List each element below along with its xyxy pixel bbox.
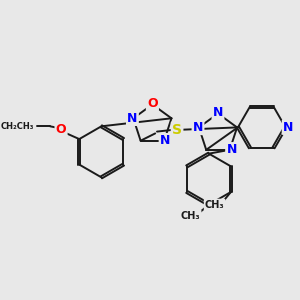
Text: N: N xyxy=(193,121,203,134)
Text: S: S xyxy=(172,123,182,137)
Text: N: N xyxy=(213,106,223,119)
Text: CH₂CH₃: CH₂CH₃ xyxy=(0,122,34,131)
Text: CH₃: CH₃ xyxy=(205,200,224,210)
Text: O: O xyxy=(56,124,66,136)
Text: O: O xyxy=(147,97,158,110)
Text: N: N xyxy=(283,121,293,134)
Text: N: N xyxy=(127,112,138,125)
Text: CH₃: CH₃ xyxy=(181,211,200,220)
Text: N: N xyxy=(226,143,237,156)
Text: N: N xyxy=(160,134,170,147)
